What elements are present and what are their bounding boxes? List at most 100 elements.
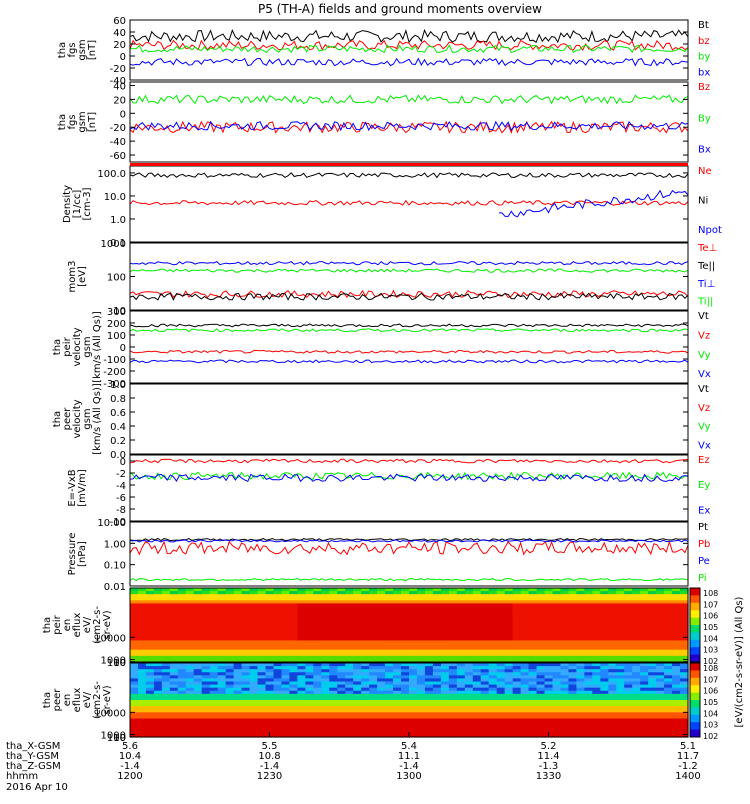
colorbar-segment xyxy=(690,610,700,619)
y-tick-label: 0 xyxy=(120,52,126,63)
series-line-vx xyxy=(129,359,689,364)
colorbar-segment xyxy=(690,714,700,723)
legend-entry-vt: Vt xyxy=(698,311,709,322)
y-axis-label: eV/ xyxy=(82,616,93,633)
series-line-vz xyxy=(129,349,689,354)
y-axis-label: velocity xyxy=(72,399,83,438)
legend-entry-ni: Ni xyxy=(698,196,708,207)
y-axis-label: sr-eV) xyxy=(102,685,113,714)
legend-entry-vx: Vx xyxy=(698,440,711,451)
series-line-te|| xyxy=(129,292,689,301)
y-axis-label: tha xyxy=(42,617,53,633)
series-line-bz xyxy=(129,120,689,134)
y-axis-label: [cm-3] xyxy=(82,187,93,220)
colorbar-tick-label: 102 xyxy=(703,732,718,741)
panel-frame xyxy=(129,310,689,384)
y-axis-label: (cm2-s- xyxy=(92,681,103,719)
panel-frame xyxy=(129,383,689,455)
colorbar-tick-label: 103 xyxy=(703,646,718,655)
x-tick-label: 5.2 xyxy=(541,741,557,752)
legend-entry-pi: Pi xyxy=(698,573,707,584)
y-tick-label: 10 xyxy=(113,306,126,317)
y-tick-label: 1.00 xyxy=(104,539,126,550)
legend-entry-bx: Bx xyxy=(698,145,711,156)
y-tick-label: 60 xyxy=(113,16,126,27)
legend-entry-by: By xyxy=(698,113,711,124)
panel-frame xyxy=(129,454,689,522)
series-line-pb xyxy=(129,539,689,556)
colorbar-segment xyxy=(690,729,700,738)
y-tick-label: -40 xyxy=(110,76,126,87)
y-tick-label: 300 xyxy=(107,307,126,318)
y-axis-label: eflux xyxy=(72,688,83,713)
legend-entry-ti⊥: Ti⊥ xyxy=(697,279,715,290)
colorbar-segment xyxy=(690,588,700,596)
x-tick-label: -1.4 xyxy=(399,761,419,772)
y-tick-label: -6 xyxy=(116,493,126,504)
chart-title: P5 (TH-A) fields and ground moments over… xyxy=(258,2,542,16)
legend-entry-npot: Npot xyxy=(698,225,722,236)
y-tick-label: 100 xyxy=(107,733,126,744)
colorbar-segment xyxy=(690,692,700,701)
series-line-ne xyxy=(129,199,689,206)
colorbar-tick-label: 107 xyxy=(703,675,718,684)
x-tick-label: 11.7 xyxy=(677,751,699,762)
y-axis-label: [nT] xyxy=(87,112,98,132)
y-tick-label: 0.4 xyxy=(110,422,126,433)
series-line-pi xyxy=(129,577,689,582)
y-axis-label: [km/s (All Qs)] xyxy=(92,311,103,383)
y-axis-label: tha xyxy=(42,692,53,708)
x-tick-label: 1330 xyxy=(536,771,561,782)
colorbar-segment xyxy=(690,663,700,671)
y-tick-label: 200 xyxy=(107,319,126,330)
y-tick-label: 0.6 xyxy=(110,408,126,419)
y-tick-label: 0.0 xyxy=(110,450,126,461)
y-axis-label: fgs xyxy=(67,114,78,129)
colorbar-segment xyxy=(690,700,700,708)
series-line-ex xyxy=(129,473,689,483)
legend-entry-ez: Ez xyxy=(698,455,710,466)
y-tick-label: 10 xyxy=(113,733,126,744)
colorbar-segment xyxy=(690,617,700,626)
colorbar-tick-label: 104 xyxy=(703,709,718,718)
y-tick-label: 40 xyxy=(113,81,126,92)
series-line-te⊥ xyxy=(129,289,689,299)
y-tick-label: 100 xyxy=(107,331,126,342)
x-axis-row-label: tha_Y-GSM xyxy=(6,751,59,762)
y-tick-label: -20 xyxy=(110,123,126,134)
colorbar-tick-label: 108 xyxy=(703,589,718,598)
x-tick-label: -1.4 xyxy=(260,761,280,772)
colorbar-segment xyxy=(690,647,700,656)
y-axis-label: en xyxy=(62,694,73,707)
x-tick-label: 5.6 xyxy=(122,741,138,752)
legend-entry-te||: Te|| xyxy=(697,261,715,272)
series-line-bx xyxy=(129,120,689,132)
colorbar-tick-label: 107 xyxy=(703,600,718,609)
colorbar-segment xyxy=(690,685,700,694)
y-tick-label: 100.0 xyxy=(97,169,126,180)
y-tick-label: -40 xyxy=(110,137,126,148)
y-tick-label: 10000 xyxy=(94,708,126,719)
y-tick-label: 0.8 xyxy=(110,394,126,405)
colorbar-frame xyxy=(689,662,701,738)
y-tick-label: 1000 xyxy=(101,656,126,667)
y-tick-label: 0.2 xyxy=(110,436,126,447)
series-line-ti⊥ xyxy=(129,260,689,266)
y-tick-label: -2 xyxy=(116,469,126,480)
y-tick-label: 0.1 xyxy=(110,238,126,249)
series-line-bt xyxy=(129,28,689,44)
x-axis-row-label: hhmm xyxy=(6,771,38,782)
series-line-by xyxy=(129,94,689,105)
quality-flag-bar xyxy=(130,163,688,166)
y-axis-label: [nPa] xyxy=(77,541,88,567)
y-tick-label: 0 xyxy=(120,109,126,120)
y-tick-label: -4 xyxy=(116,481,126,492)
series-line-pe xyxy=(129,539,689,543)
legend-entry-vy: Vy xyxy=(698,422,711,433)
y-axis-label: [km/s (All Qs)] xyxy=(92,383,103,455)
y-tick-label: 1000 xyxy=(101,239,126,250)
x-tick-label: -1.2 xyxy=(678,761,698,772)
